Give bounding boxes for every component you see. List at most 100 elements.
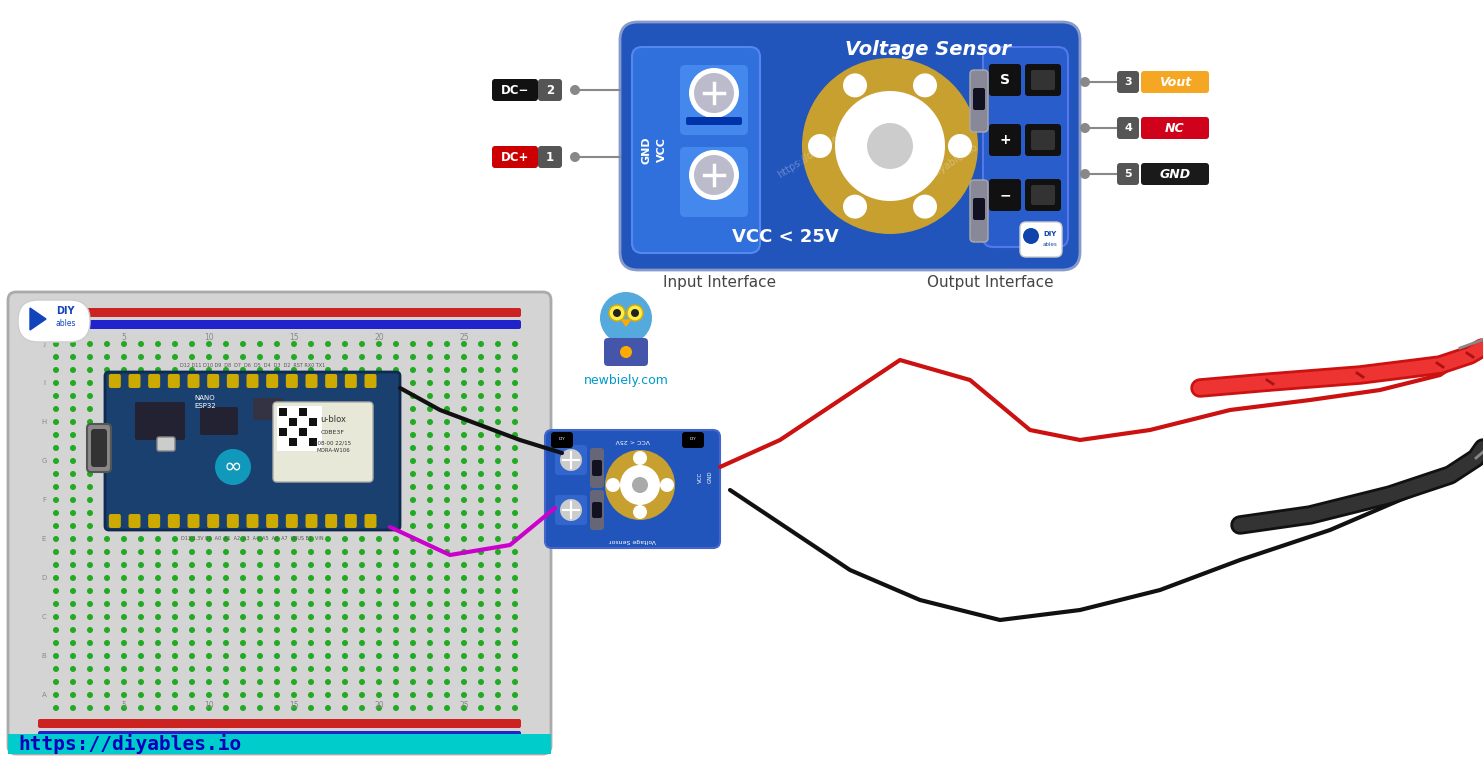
Circle shape bbox=[633, 451, 647, 465]
Circle shape bbox=[188, 653, 194, 659]
Circle shape bbox=[138, 341, 144, 347]
Text: Output Interface: Output Interface bbox=[927, 275, 1053, 290]
FancyBboxPatch shape bbox=[7, 292, 552, 754]
Circle shape bbox=[359, 419, 365, 425]
Circle shape bbox=[308, 549, 314, 555]
Circle shape bbox=[188, 445, 194, 451]
Circle shape bbox=[512, 666, 518, 672]
Text: 5: 5 bbox=[1124, 169, 1132, 179]
Circle shape bbox=[627, 305, 644, 321]
Circle shape bbox=[393, 575, 399, 581]
Circle shape bbox=[512, 523, 518, 529]
Circle shape bbox=[274, 536, 280, 542]
Circle shape bbox=[70, 380, 76, 386]
Circle shape bbox=[495, 341, 501, 347]
Text: 2: 2 bbox=[546, 83, 555, 96]
Circle shape bbox=[104, 640, 110, 646]
Circle shape bbox=[409, 653, 417, 659]
Circle shape bbox=[70, 614, 76, 620]
Circle shape bbox=[842, 194, 868, 219]
Circle shape bbox=[359, 601, 365, 607]
Polygon shape bbox=[621, 320, 630, 326]
FancyBboxPatch shape bbox=[305, 374, 317, 388]
Circle shape bbox=[70, 406, 76, 412]
Circle shape bbox=[138, 419, 144, 425]
Circle shape bbox=[104, 601, 110, 607]
Circle shape bbox=[274, 393, 280, 399]
Circle shape bbox=[274, 523, 280, 529]
Text: C: C bbox=[42, 614, 46, 620]
Circle shape bbox=[87, 393, 93, 399]
Circle shape bbox=[257, 640, 262, 646]
Circle shape bbox=[206, 575, 212, 581]
Circle shape bbox=[53, 666, 59, 672]
Circle shape bbox=[138, 614, 144, 620]
Circle shape bbox=[802, 58, 977, 234]
Circle shape bbox=[188, 471, 194, 477]
Circle shape bbox=[53, 341, 59, 347]
Circle shape bbox=[156, 562, 162, 568]
FancyBboxPatch shape bbox=[200, 407, 237, 435]
Circle shape bbox=[222, 666, 228, 672]
Bar bbox=[279, 408, 288, 416]
Circle shape bbox=[87, 601, 93, 607]
Circle shape bbox=[87, 458, 93, 464]
Circle shape bbox=[87, 367, 93, 373]
FancyBboxPatch shape bbox=[538, 79, 562, 101]
Circle shape bbox=[53, 640, 59, 646]
Circle shape bbox=[343, 601, 349, 607]
Text: 1: 1 bbox=[546, 151, 555, 164]
Circle shape bbox=[343, 445, 349, 451]
Circle shape bbox=[291, 653, 297, 659]
Circle shape bbox=[478, 458, 483, 464]
Circle shape bbox=[393, 341, 399, 347]
Circle shape bbox=[188, 458, 194, 464]
Circle shape bbox=[274, 549, 280, 555]
Circle shape bbox=[427, 601, 433, 607]
Circle shape bbox=[138, 627, 144, 633]
Circle shape bbox=[274, 354, 280, 360]
Circle shape bbox=[274, 588, 280, 594]
FancyBboxPatch shape bbox=[108, 374, 120, 388]
Circle shape bbox=[393, 458, 399, 464]
Circle shape bbox=[443, 575, 449, 581]
Circle shape bbox=[443, 627, 449, 633]
Text: NANO: NANO bbox=[194, 395, 215, 401]
Circle shape bbox=[240, 523, 246, 529]
Circle shape bbox=[122, 562, 128, 568]
Circle shape bbox=[478, 393, 483, 399]
Circle shape bbox=[70, 523, 76, 529]
Circle shape bbox=[308, 653, 314, 659]
Circle shape bbox=[206, 562, 212, 568]
Circle shape bbox=[478, 367, 483, 373]
Circle shape bbox=[291, 484, 297, 490]
FancyBboxPatch shape bbox=[590, 490, 604, 530]
Circle shape bbox=[495, 614, 501, 620]
Circle shape bbox=[512, 510, 518, 516]
FancyBboxPatch shape bbox=[286, 514, 298, 528]
Circle shape bbox=[461, 588, 467, 594]
Circle shape bbox=[478, 406, 483, 412]
Circle shape bbox=[206, 549, 212, 555]
Circle shape bbox=[495, 471, 501, 477]
Circle shape bbox=[377, 354, 383, 360]
Circle shape bbox=[291, 601, 297, 607]
Circle shape bbox=[53, 692, 59, 698]
Circle shape bbox=[206, 497, 212, 503]
Circle shape bbox=[409, 627, 417, 633]
Circle shape bbox=[343, 406, 349, 412]
Circle shape bbox=[359, 471, 365, 477]
Circle shape bbox=[156, 614, 162, 620]
Circle shape bbox=[222, 458, 228, 464]
Circle shape bbox=[359, 549, 365, 555]
Circle shape bbox=[512, 614, 518, 620]
Circle shape bbox=[427, 406, 433, 412]
Circle shape bbox=[393, 419, 399, 425]
Circle shape bbox=[188, 549, 194, 555]
FancyBboxPatch shape bbox=[681, 147, 747, 217]
Circle shape bbox=[409, 510, 417, 516]
Circle shape bbox=[478, 640, 483, 646]
Text: −: − bbox=[1000, 188, 1011, 202]
Circle shape bbox=[1023, 228, 1040, 244]
Circle shape bbox=[495, 380, 501, 386]
